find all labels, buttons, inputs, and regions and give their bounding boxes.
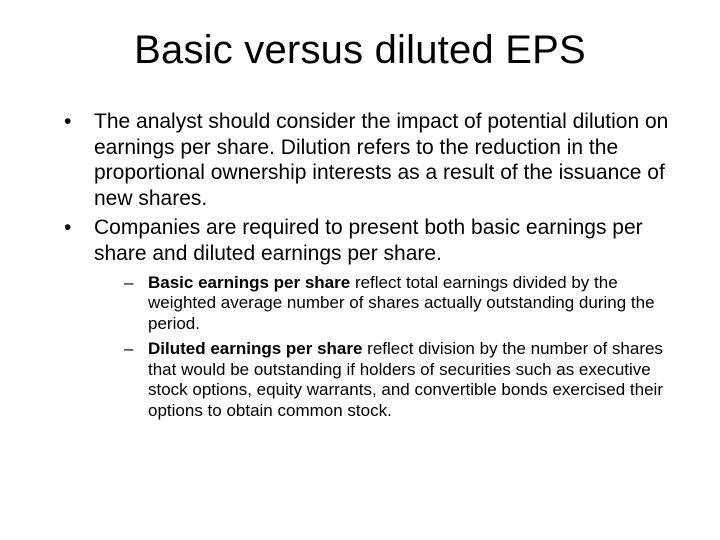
sub-bullet-bold: Basic earnings per share — [148, 273, 350, 292]
bullet-list: The analyst should consider the impact o… — [64, 109, 684, 422]
sub-bullet-list: Basic earnings per share reflect total e… — [124, 273, 684, 422]
slide-title: Basic versus diluted EPS — [36, 28, 684, 73]
bullet-text: The analyst should consider the impact o… — [94, 110, 668, 210]
bullet-item: The analyst should consider the impact o… — [64, 109, 684, 211]
sub-bullet-item: Diluted earnings per share reflect divis… — [124, 339, 684, 422]
bullet-item: Companies are required to present both b… — [64, 215, 684, 421]
sub-bullet-item: Basic earnings per share reflect total e… — [124, 273, 684, 335]
sub-bullet-bold: Diluted earnings per share — [148, 339, 362, 358]
slide: Basic versus diluted EPS The analyst sho… — [0, 0, 720, 540]
bullet-text: Companies are required to present both b… — [94, 216, 643, 265]
